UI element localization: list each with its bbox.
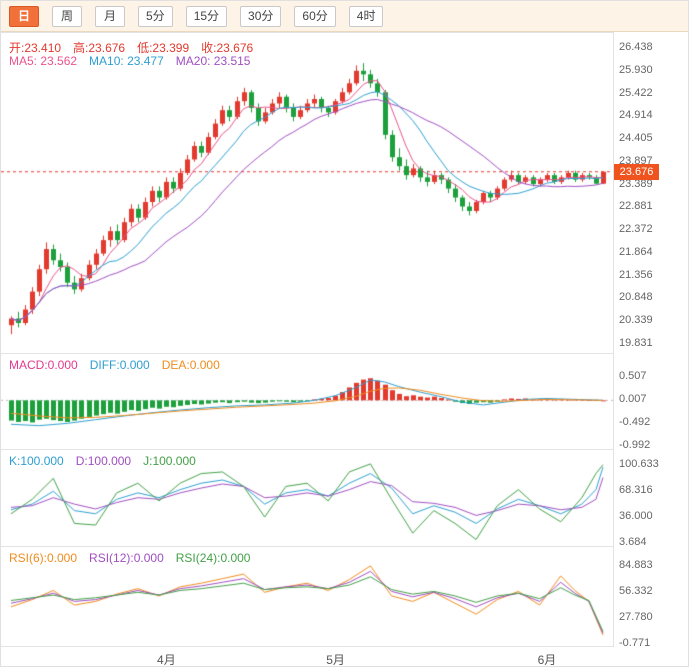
axis-tick-label: 25.422 xyxy=(619,86,653,99)
timeframe-tabbar: 日 周 月 5分 15分 30分 60分 4时 xyxy=(1,1,688,32)
low-value: 低:23.399 xyxy=(137,41,190,55)
axis-tick-label: 26.438 xyxy=(619,41,653,53)
x-axis-label-june: 6月 xyxy=(537,653,557,667)
x-axis-label-may: 5月 xyxy=(326,653,345,667)
price-axis: 26.438 25.930 25.422 24.914 24.405 23.897 23.3… xyxy=(614,32,688,353)
macd-chart-canvas[interactable] xyxy=(1,354,613,449)
axis-tick-label: 24.405 xyxy=(619,132,653,145)
j-value: J:100.000 xyxy=(143,454,196,468)
axis-tick-label: 0.507 xyxy=(619,370,647,382)
rsi-panel: RSI(6):0.000 RSI(12):0.000 RSI(24):0.000 xyxy=(1,546,614,646)
axis-tick-label: 19.831 xyxy=(619,337,653,349)
d-value: D:100.000 xyxy=(75,454,132,468)
axis-tick-label: 68.316 xyxy=(619,484,653,496)
rsi12-value: RSI(12):0.000 xyxy=(89,551,164,565)
axis-tick-label: 21.356 xyxy=(619,268,653,281)
axis-tick-label: 20.848 xyxy=(619,291,653,304)
axis-tick-label: -0.492 xyxy=(619,416,651,428)
axis-tick-label: -0.992 xyxy=(619,439,651,451)
kdj-legend: K:100.000 D:100.000 J:100.000 xyxy=(9,454,196,468)
macd-panel: MACD:0.000 DIFF:0.000 DEA:0.000 xyxy=(1,353,614,449)
axis-tick-label: 56.332 xyxy=(619,585,653,597)
kdj-chart-canvas[interactable] xyxy=(1,450,613,546)
x-axis-label-april: 4月 xyxy=(157,653,176,667)
axis-tick-label: 27.780 xyxy=(619,611,653,623)
axis-tick-label: 0.007 xyxy=(619,393,647,405)
axis-tick-label: 3.684 xyxy=(619,536,647,548)
kdj-panel: K:100.000 D:100.000 J:100.000 xyxy=(1,449,614,546)
rsi-legend: RSI(6):0.000 RSI(12):0.000 RSI(24):0.000 xyxy=(9,551,250,565)
k-value: K:100.000 xyxy=(9,454,64,468)
tab-30min[interactable]: 30分 xyxy=(240,5,282,27)
x-axis: 4月 5月 6月 xyxy=(1,646,614,667)
candlestick-panel: 开:23.410 高:23.676 低:23.399 收:23.676 MA5:… xyxy=(1,32,614,353)
diff-value: DIFF:0.000 xyxy=(89,358,150,372)
rsi6-value: RSI(6):0.000 xyxy=(9,551,78,565)
axis-tick-label: 22.372 xyxy=(619,223,653,236)
dea-value: DEA:0.000 xyxy=(161,358,220,372)
ohlc-header: 开:23.410 高:23.676 低:23.399 收:23.676 xyxy=(9,39,253,56)
ma-header: MA5: 23.562 MA10: 23.477 MA20: 23.515 xyxy=(9,54,250,68)
macd-value: MACD:0.000 xyxy=(9,358,78,372)
macd-legend: MACD:0.000 DIFF:0.000 DEA:0.000 xyxy=(9,358,220,372)
axis-tick-label: 25.930 xyxy=(619,63,653,76)
tab-60min[interactable]: 60分 xyxy=(294,5,336,27)
axis-tick-label: 84.883 xyxy=(619,559,653,571)
macd-axis: 0.507 0.007 -0.492 -0.992 xyxy=(614,353,688,451)
candlestick-chart-canvas[interactable] xyxy=(1,33,613,353)
ma20-value: MA20: 23.515 xyxy=(175,54,251,68)
axis-tick-label: 24.914 xyxy=(619,109,653,122)
axis-tick-label: 36.000 xyxy=(619,510,653,522)
axis-tick-label: 100.633 xyxy=(619,458,659,470)
current-price-badge: 23.676 xyxy=(614,163,659,180)
tab-daily[interactable]: 日 xyxy=(9,5,39,27)
tab-5min[interactable]: 5分 xyxy=(138,5,173,27)
ma10-value: MA10: 23.477 xyxy=(89,54,164,68)
tab-15min[interactable]: 15分 xyxy=(185,5,228,27)
rsi-chart-canvas[interactable] xyxy=(1,547,613,646)
axis-tick-label: 20.339 xyxy=(619,314,653,327)
tab-monthly[interactable]: 月 xyxy=(95,5,125,27)
open-value: 开:23.410 xyxy=(9,41,62,55)
axis-tick-label: 21.864 xyxy=(619,245,653,258)
tab-4hour[interactable]: 4时 xyxy=(348,5,384,27)
close-value: 收:23.676 xyxy=(201,41,254,55)
axis-tick-label: 23.389 xyxy=(619,177,653,190)
tab-weekly[interactable]: 周 xyxy=(52,5,82,27)
axis-tick-label: 22.881 xyxy=(619,200,653,213)
high-value: 高:23.676 xyxy=(73,41,126,55)
kdj-axis: 100.633 68.316 36.000 3.684 xyxy=(614,449,688,548)
rsi-axis: 84.883 56.332 27.780 -0.771 xyxy=(614,546,688,649)
rsi24-value: RSI(24):0.000 xyxy=(175,551,251,565)
axis-corner xyxy=(614,646,688,666)
ma5-value: MA5: 23.562 xyxy=(9,54,78,68)
